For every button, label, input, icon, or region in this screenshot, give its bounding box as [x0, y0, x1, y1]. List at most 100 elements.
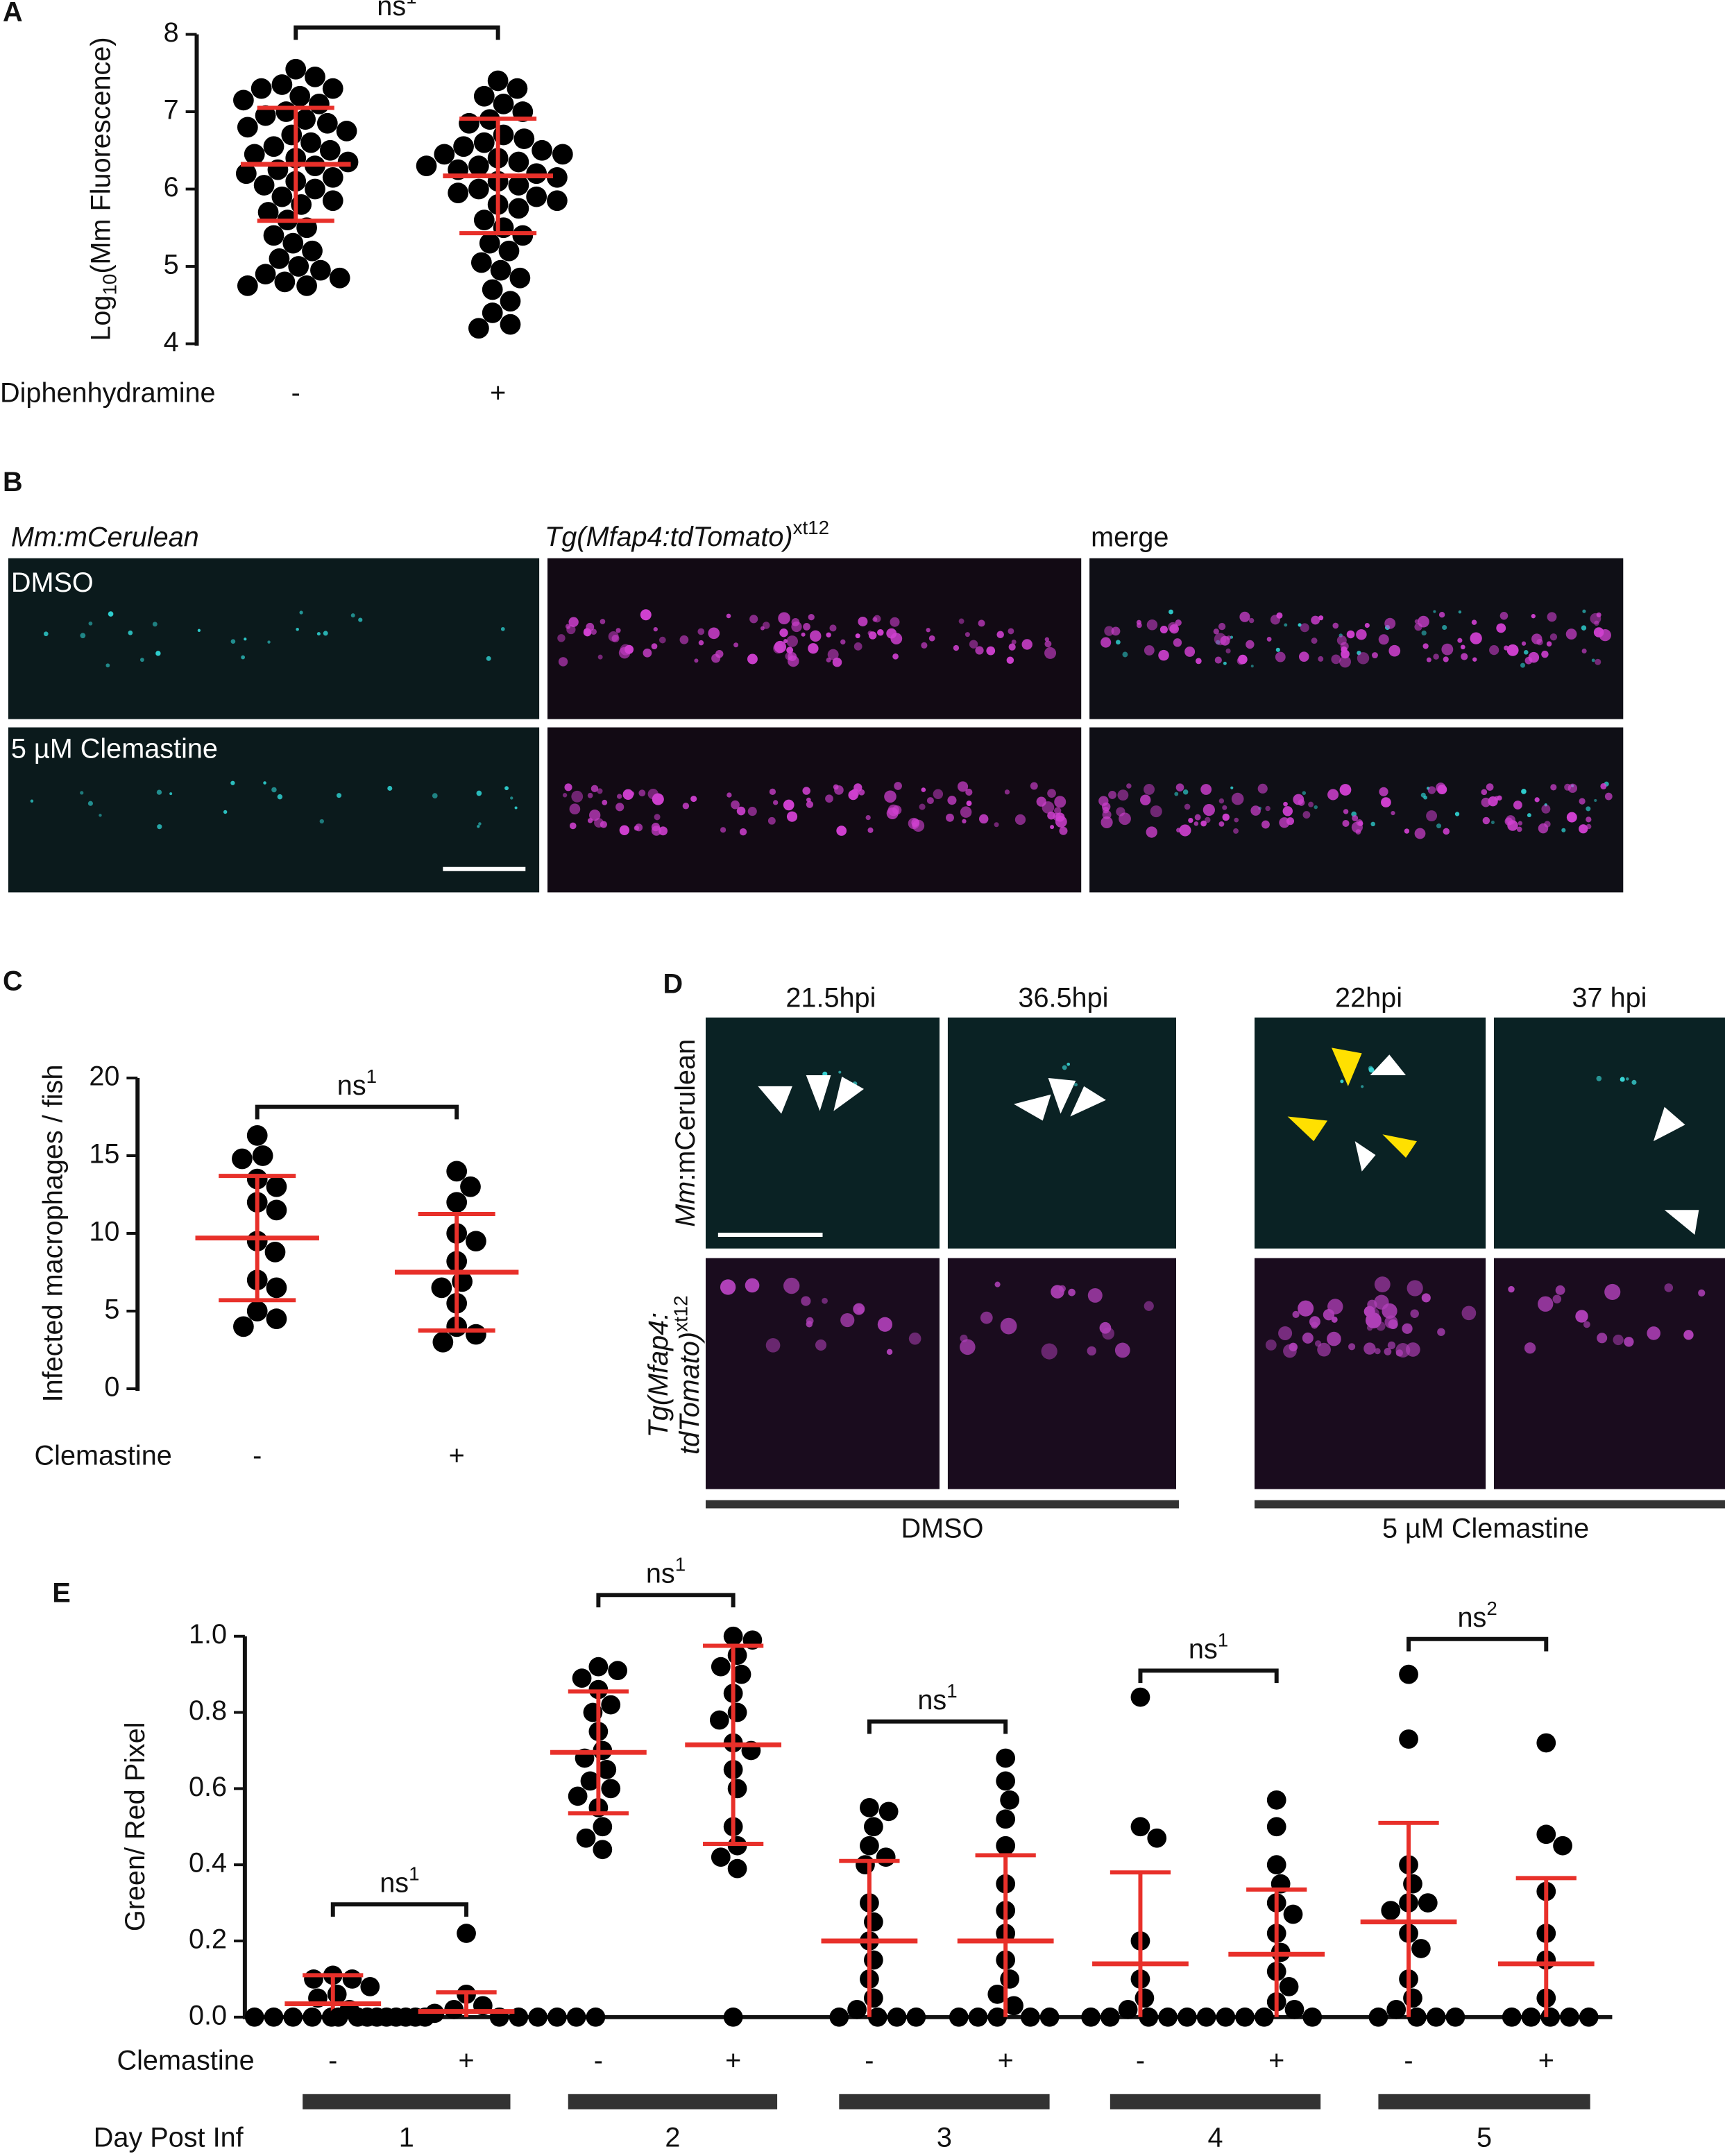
data-point: [1177, 2007, 1197, 2027]
fluorescent-spot: [1298, 651, 1309, 662]
data-point: [305, 67, 325, 87]
fluorescent-spot: [975, 646, 984, 655]
data-point: [285, 58, 307, 80]
significance-label: ns1: [377, 0, 416, 22]
data-point: [271, 74, 293, 95]
fluorescent-spot: [1213, 628, 1219, 635]
data-point: [295, 109, 316, 130]
fluorescent-spot: [139, 658, 144, 662]
fluorescent-spot: [969, 640, 978, 649]
fluorescent-spot: [1470, 632, 1482, 644]
data-point: [847, 1999, 867, 2019]
category-label: -: [865, 2046, 874, 2076]
fluorescent-spot: [1549, 633, 1558, 641]
fluorescent-spot: [1318, 656, 1324, 662]
data-point: [310, 259, 331, 281]
fluorescent-spot: [908, 817, 919, 830]
fluorescent-spot: [1384, 1348, 1392, 1355]
fluorescent-spot: [1054, 807, 1062, 814]
fluorescent-spot: [690, 796, 697, 803]
fluorescent-spot: [350, 613, 355, 618]
fluorescent-spot: [1579, 824, 1588, 834]
data-point: [863, 1912, 883, 1932]
fluorescent-spot: [1486, 783, 1494, 791]
micrograph: [547, 727, 1082, 893]
data-point: [580, 1771, 600, 1791]
day-number: 5: [1477, 2123, 1492, 2153]
fluorescent-spot: [1361, 1085, 1364, 1088]
fluorescent-spot: [316, 632, 321, 636]
fluorescent-spot: [957, 781, 969, 792]
fluorescent-spot: [682, 803, 690, 810]
fluorescent-spot: [1461, 1306, 1477, 1321]
data-point: [473, 85, 495, 107]
arrowhead: [1332, 1047, 1362, 1086]
fluorescent-spot: [30, 799, 34, 803]
micrograph: [8, 558, 540, 719]
fluorescent-spot: [562, 793, 568, 798]
fluorescent-spot: [1276, 612, 1283, 619]
data-point: [264, 1241, 286, 1263]
column-header: Tg(Mfap4:tdTomato)xt12: [545, 517, 829, 552]
fluorescent-spot: [1597, 1333, 1608, 1344]
fluorescent-spot: [877, 1317, 892, 1332]
fluorescent-spot: [853, 642, 862, 651]
header-sup: xt12: [793, 517, 829, 538]
fluorescent-spot: [1531, 633, 1543, 644]
data-point: [1279, 1977, 1299, 1996]
fluorescent-spot: [808, 613, 815, 621]
arrowhead: [833, 1077, 864, 1111]
data-point: [264, 2007, 284, 2027]
data-point: [1000, 1969, 1019, 1989]
fluorescent-spot: [1454, 812, 1460, 816]
fluorescent-spot: [1250, 805, 1261, 816]
data-point: [1536, 1824, 1556, 1845]
fluorescent-spot: [1214, 656, 1222, 664]
fluorescent-spot: [980, 1311, 993, 1324]
data-point: [233, 1316, 254, 1337]
data-point: [348, 2007, 368, 2027]
fluorescent-spot: [1184, 803, 1191, 810]
data-point: [466, 1231, 486, 1252]
data-point: [528, 2007, 548, 2027]
fluorescent-spot: [1596, 1075, 1602, 1081]
fluorescent-spot: [1102, 810, 1112, 819]
fluorescent-spot: [1308, 801, 1314, 807]
data-point: [711, 1657, 731, 1677]
fluorescent-spot: [1318, 615, 1324, 621]
fluorescent-spot: [779, 628, 788, 638]
fluorescent-spot: [1234, 817, 1239, 823]
fluorescent-spot: [994, 822, 999, 828]
fluorescent-spot: [1317, 1342, 1331, 1357]
data-point: [1386, 1999, 1407, 2019]
data-point: [863, 1817, 883, 1837]
data-point: [246, 1125, 268, 1146]
significance-label: ns1: [337, 1066, 377, 1101]
fluorescent-spot: [921, 642, 928, 649]
fluorescent-spot: [966, 801, 972, 807]
fluorescent-spot: [1159, 626, 1168, 634]
fluorescent-spot: [1594, 620, 1599, 626]
data-point: [1411, 1939, 1431, 1958]
arrowhead: [806, 1075, 831, 1111]
fluorescent-spot: [1006, 656, 1014, 665]
fluorescent-spot: [827, 649, 839, 660]
fluorescent-spot: [1433, 610, 1436, 613]
fluorescent-spot: [1581, 648, 1587, 654]
fluorescent-spot: [1292, 1310, 1300, 1318]
fluorescent-spot: [571, 790, 584, 803]
row-label: tdTomato)xt12: [670, 1295, 706, 1454]
fluorescent-spot: [960, 1339, 976, 1355]
fluorescent-spot: [947, 796, 957, 805]
fluorescent-spot: [1175, 783, 1184, 792]
fluorescent-spot: [1356, 628, 1367, 640]
data-point: [593, 1840, 613, 1860]
fluorescent-spot: [1062, 1065, 1067, 1070]
day-bar: [1378, 2094, 1590, 2110]
fluorescent-spot: [1225, 648, 1231, 653]
fluorescent-spot: [1339, 784, 1352, 796]
fluorescent-spot: [1374, 1276, 1391, 1292]
fluorescent-spot: [1595, 658, 1601, 665]
fluorescent-spot: [867, 827, 874, 833]
fluorescent-spot: [514, 806, 518, 810]
